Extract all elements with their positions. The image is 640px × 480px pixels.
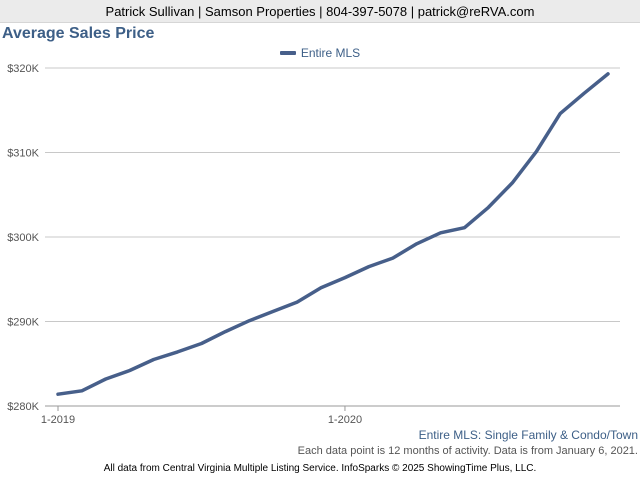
data-point[interactable] bbox=[318, 285, 324, 291]
x-tick-label: 1-2020 bbox=[328, 414, 362, 426]
data-point[interactable] bbox=[557, 111, 563, 117]
contact-header-text: Patrick Sullivan | Samson Properties | 8… bbox=[105, 3, 535, 19]
y-tick-label: $300K bbox=[7, 232, 39, 244]
y-tick-label: $320K bbox=[7, 63, 39, 75]
data-point[interactable] bbox=[151, 357, 157, 363]
chart-title: Average Sales Price bbox=[2, 25, 155, 42]
data-point[interactable] bbox=[270, 308, 276, 314]
y-tick-label: $290K bbox=[7, 317, 39, 329]
chart-legend[interactable]: Entire MLS bbox=[0, 46, 640, 60]
data-point[interactable] bbox=[79, 388, 85, 394]
data-point[interactable] bbox=[198, 340, 204, 346]
data-point[interactable] bbox=[55, 391, 61, 397]
data-point[interactable] bbox=[581, 90, 587, 96]
data-point[interactable] bbox=[294, 299, 300, 305]
legend-label: Entire MLS bbox=[300, 46, 361, 60]
data-point[interactable] bbox=[509, 180, 515, 186]
y-tick-label: $280K bbox=[7, 401, 39, 413]
series-line-entire-mls[interactable] bbox=[56, 72, 610, 396]
data-point[interactable] bbox=[342, 275, 348, 281]
data-point[interactable] bbox=[533, 149, 539, 155]
series-description: Entire MLS: Single Family & Condo/Town bbox=[418, 428, 638, 442]
y-tick-label: $310K bbox=[7, 148, 39, 160]
data-source-footer: All data from Central Virginia Multiple … bbox=[103, 463, 537, 474]
data-point[interactable] bbox=[485, 204, 491, 210]
data-point[interactable] bbox=[462, 225, 468, 231]
data-point[interactable] bbox=[414, 241, 420, 247]
data-point[interactable] bbox=[246, 318, 252, 324]
data-point[interactable] bbox=[390, 255, 396, 261]
x-tick-label: 1-2019 bbox=[41, 414, 75, 426]
data-point[interactable] bbox=[605, 71, 611, 77]
data-point[interactable] bbox=[127, 368, 133, 374]
data-point[interactable] bbox=[175, 349, 181, 355]
data-point[interactable] bbox=[366, 264, 372, 270]
data-point[interactable] bbox=[103, 376, 109, 382]
contact-header: Patrick Sullivan | Samson Properties | 8… bbox=[0, 0, 640, 23]
legend-swatch bbox=[279, 51, 296, 55]
activity-note: Each data point is 12 months of activity… bbox=[297, 445, 638, 457]
data-point[interactable] bbox=[438, 230, 444, 236]
data-point[interactable] bbox=[222, 329, 228, 335]
